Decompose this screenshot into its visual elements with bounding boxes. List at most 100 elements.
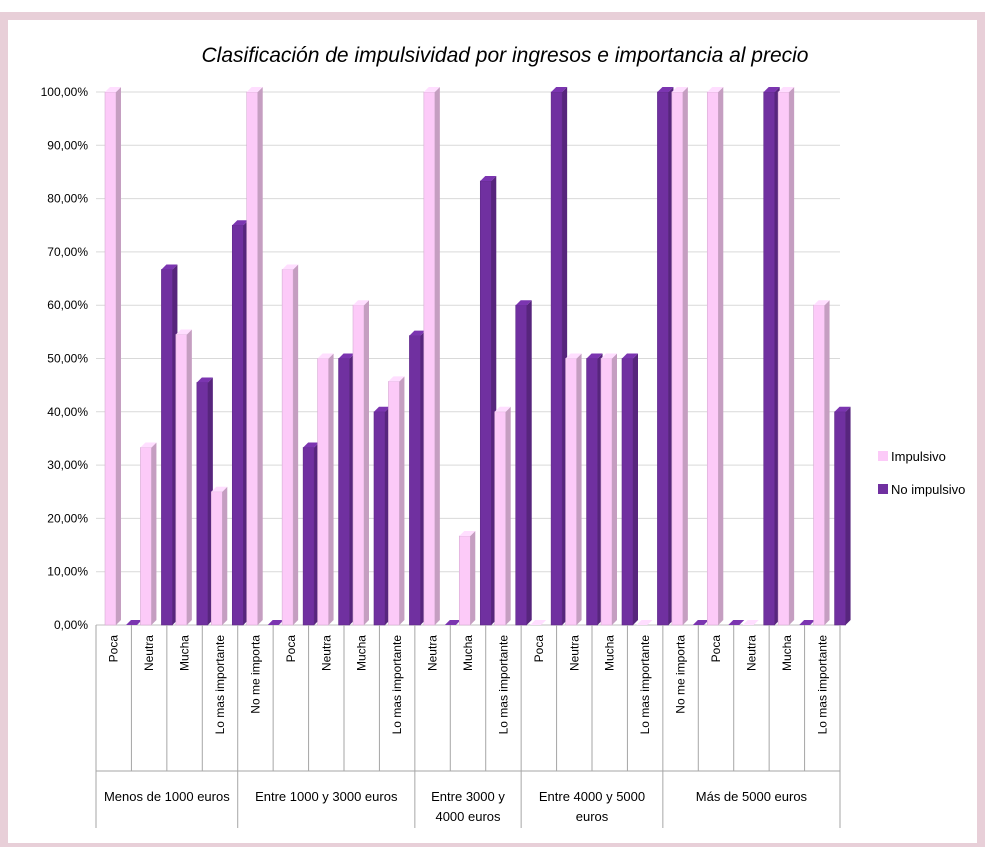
x-category-label: Neutra — [142, 635, 156, 671]
bar — [104, 87, 121, 626]
bar-top — [778, 87, 795, 92]
bar — [636, 620, 653, 625]
x-category-label: Lo mas importante — [638, 635, 652, 735]
bar — [302, 442, 320, 626]
bar-top — [126, 620, 142, 625]
bar-front — [600, 358, 613, 626]
bar-front — [479, 180, 492, 626]
bar-front — [621, 358, 634, 626]
bar-front — [763, 91, 776, 626]
chart-title: Clasificación de impulsividad por ingres… — [202, 44, 809, 67]
bar — [657, 87, 674, 626]
bars — [104, 87, 851, 626]
bar — [777, 87, 795, 626]
bar — [728, 620, 745, 625]
bar — [813, 300, 830, 626]
bar-top — [374, 406, 390, 412]
bar-front — [231, 224, 244, 626]
bar-side — [222, 486, 228, 625]
bar — [600, 353, 617, 626]
bar-top — [657, 87, 674, 92]
bar — [692, 620, 709, 625]
x-category-label: Poca — [107, 635, 121, 663]
group-label: Entre 3000 y 4000 euros — [431, 789, 505, 824]
bar — [338, 353, 355, 626]
bar-front — [834, 411, 846, 626]
bar-top — [799, 620, 816, 625]
x-category-label: Poca — [284, 635, 298, 663]
bar-top — [494, 406, 511, 412]
legend: Impulsivo No impulsivo — [878, 449, 965, 497]
bar-top — [353, 300, 369, 306]
bar — [317, 353, 334, 626]
bar-front — [565, 358, 577, 626]
bar-front — [586, 358, 598, 626]
bar-side — [789, 87, 795, 625]
bar — [763, 87, 780, 626]
bar-front — [352, 304, 365, 626]
bar-front — [671, 91, 684, 626]
bar-top — [140, 442, 157, 448]
y-tick-label: 100,00% — [41, 85, 89, 99]
bar-side — [682, 87, 688, 625]
bar-top — [105, 87, 121, 92]
group-label: Entre 1000 y 3000 euros — [255, 789, 398, 804]
bar-side — [257, 87, 263, 625]
bar-top — [551, 87, 568, 92]
bar-top — [728, 620, 745, 625]
x-category-label: Neutra — [744, 635, 758, 671]
x-category-label: Poca — [709, 635, 723, 663]
x-category-label: Neutra — [426, 635, 440, 671]
bar-top — [459, 530, 476, 536]
bar-top — [196, 377, 213, 383]
bar — [706, 87, 724, 626]
bar — [515, 300, 532, 626]
bar-front — [550, 91, 563, 626]
bar — [799, 620, 816, 625]
bar — [210, 486, 228, 626]
bar — [834, 406, 851, 626]
bar — [530, 620, 547, 625]
x-category-label: Mucha — [178, 635, 192, 671]
x-category-label: Mucha — [355, 635, 369, 671]
group-label: Entre 4000 y 5000 euros — [539, 789, 645, 824]
bar-side — [186, 329, 192, 625]
bar-top — [338, 353, 355, 359]
bar — [444, 620, 461, 625]
bar-front — [777, 91, 790, 626]
bar-side — [633, 353, 638, 625]
bar-front — [494, 411, 507, 626]
bar-top — [246, 87, 263, 92]
bar — [140, 442, 157, 626]
bar-top — [601, 353, 617, 359]
bar-top — [444, 620, 461, 625]
bar-top — [834, 406, 851, 412]
bar-side — [116, 87, 121, 625]
legend-label: Impulsivo — [891, 449, 946, 464]
bar-top — [267, 620, 284, 625]
bar-side — [824, 300, 830, 625]
bar-top — [175, 329, 192, 335]
bar-top — [211, 486, 228, 492]
bar-side — [364, 300, 369, 625]
bar-top — [813, 300, 830, 306]
x-category-label: No me importa — [248, 635, 262, 714]
x-category-label: Lo mas importante — [213, 635, 227, 735]
bar-front — [458, 535, 471, 626]
bar-top — [515, 300, 532, 306]
bar-side — [845, 406, 851, 625]
bar-side — [434, 87, 440, 625]
bar-front — [515, 304, 528, 626]
x-category-label: Mucha — [780, 635, 794, 671]
bar-front — [409, 335, 421, 626]
group-label: Menos de 1000 euros — [104, 789, 230, 804]
bar — [281, 264, 299, 626]
bar-top — [622, 353, 638, 359]
x-axis: Poca Neutra Mucha Lo mas importante No me im… — [95, 625, 841, 828]
bar — [267, 620, 284, 625]
bar-front — [104, 91, 117, 626]
bar — [423, 87, 440, 626]
bar-front — [302, 447, 315, 626]
x-category-label: Neutra — [319, 635, 333, 671]
bar — [671, 87, 688, 626]
